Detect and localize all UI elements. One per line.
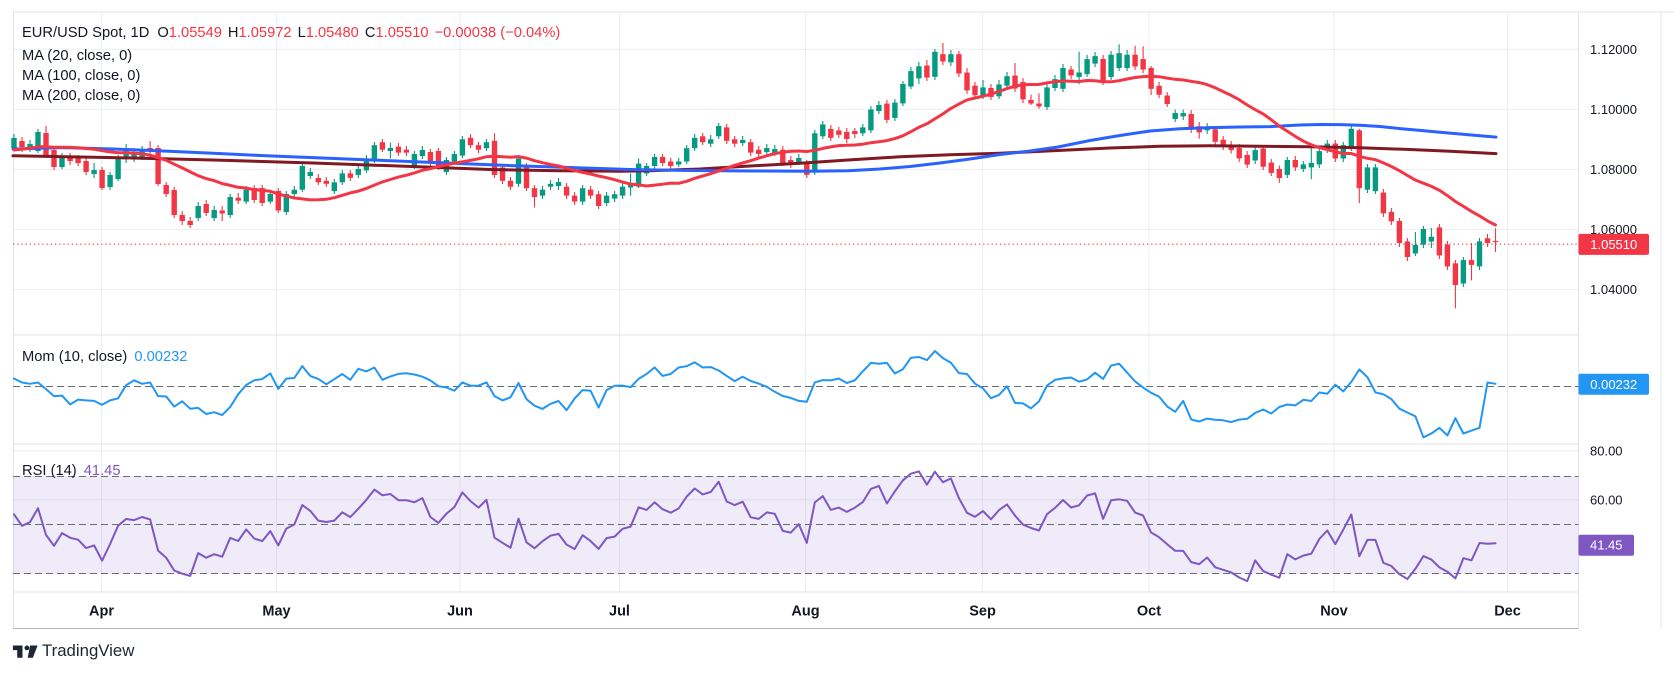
svg-text:Jul: Jul — [609, 604, 630, 620]
svg-text:MA (20, close, 0): MA (20, close, 0) — [22, 48, 132, 64]
svg-text:May: May — [262, 604, 290, 620]
svg-text:Aug: Aug — [791, 604, 819, 620]
svg-text:Jun: Jun — [447, 604, 473, 620]
svg-text:MA (200, close, 0): MA (200, close, 0) — [22, 88, 140, 104]
svg-text:1.10000: 1.10000 — [1590, 102, 1637, 117]
svg-text:60.00: 60.00 — [1590, 492, 1623, 507]
svg-text:80.00: 80.00 — [1590, 443, 1623, 458]
svg-text:1.06000: 1.06000 — [1590, 222, 1637, 237]
svg-text:1.04000: 1.04000 — [1590, 282, 1637, 297]
svg-text:Mom (10, close) 0.00232: Mom (10, close) 0.00232 — [22, 349, 187, 365]
svg-text:1.05510: 1.05510 — [1590, 237, 1637, 252]
svg-text:MA (100, close, 0): MA (100, close, 0) — [22, 68, 140, 84]
svg-text:Dec: Dec — [1494, 604, 1521, 620]
svg-text:Nov: Nov — [1320, 604, 1347, 620]
svg-text:1.08000: 1.08000 — [1590, 162, 1637, 177]
svg-text:0.00232: 0.00232 — [1590, 377, 1637, 392]
svg-text:RSI (14) 41.45: RSI (14) 41.45 — [22, 463, 121, 479]
svg-text:41.45: 41.45 — [1590, 538, 1623, 553]
svg-text:Apr: Apr — [89, 604, 114, 620]
svg-text:TradingView: TradingView — [42, 641, 135, 660]
svg-text:Oct: Oct — [1137, 604, 1161, 620]
svg-text:1.12000: 1.12000 — [1590, 42, 1637, 57]
svg-text:Sep: Sep — [969, 604, 996, 620]
